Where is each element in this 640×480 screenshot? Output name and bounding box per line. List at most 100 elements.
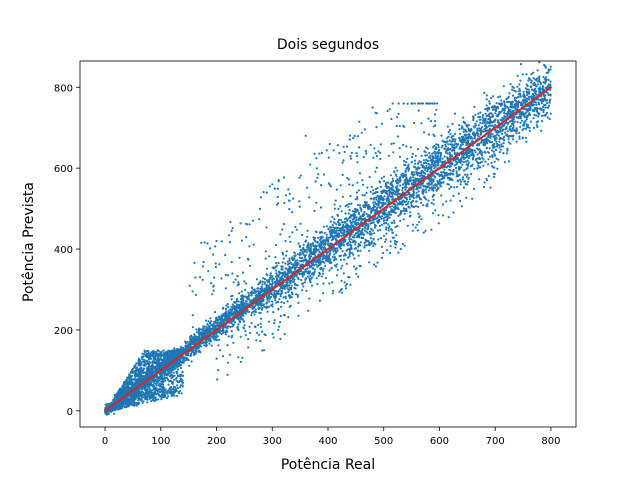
scatter-point: [302, 260, 305, 263]
scatter-point: [370, 211, 373, 214]
scatter-point: [237, 300, 240, 303]
scatter-point: [494, 123, 497, 127]
scatter-point: [516, 106, 519, 109]
scatter-point: [453, 152, 456, 156]
scatter-point: [328, 269, 331, 272]
scatter-point: [378, 180, 381, 183]
scatter-point: [282, 287, 285, 290]
scatter-point: [405, 161, 408, 164]
scatter-point: [493, 137, 496, 140]
scatter-point: [484, 151, 487, 154]
scatter-point: [512, 126, 515, 129]
scatter-point: [503, 122, 506, 125]
scatter-point: [396, 179, 399, 182]
scatter-point: [458, 159, 461, 162]
scatter-point: [461, 163, 464, 166]
scatter-point: [308, 271, 311, 274]
scatter-point: [435, 148, 438, 151]
scatter-point: [426, 147, 429, 150]
scatter-point: [479, 111, 482, 114]
scatter-point: [220, 332, 223, 336]
scatter-point: [468, 135, 471, 138]
scatter-point: [458, 173, 461, 176]
scatter-point: [286, 274, 289, 277]
scatter-point: [245, 295, 248, 299]
scatter-point: [373, 232, 376, 235]
scatter-point: [247, 291, 250, 294]
scatter-point: [401, 186, 404, 190]
scatter-point: [299, 251, 302, 255]
scatter-point: [378, 195, 381, 198]
scatter-point: [449, 133, 452, 136]
scatter-point: [295, 228, 298, 231]
scatter-point: [542, 94, 546, 97]
scatter-point: [484, 127, 487, 130]
scatter-point: [276, 279, 279, 283]
scatter-point: [198, 350, 201, 353]
scatter-point: [232, 323, 235, 326]
scatter-point: [546, 116, 550, 119]
scatter-point: [225, 329, 228, 332]
scatter-point: [474, 122, 477, 125]
scatter-point: [288, 259, 291, 262]
scatter-point: [528, 129, 531, 132]
scatter-point: [410, 161, 413, 164]
scatter-point: [188, 364, 191, 367]
scatter-point: [524, 107, 527, 110]
scatter-point: [458, 124, 461, 127]
scatter-point: [186, 341, 189, 344]
scatter-point: [379, 194, 383, 198]
scatter-point: [429, 179, 432, 182]
scatter-point: [310, 245, 313, 248]
scatter-point: [462, 176, 465, 179]
scatter-point: [500, 99, 503, 102]
scatter-point: [397, 202, 400, 205]
scatter-point: [524, 101, 527, 104]
scatter-point: [208, 326, 211, 329]
scatter-point: [487, 158, 490, 161]
scatter-point: [507, 141, 510, 144]
scatter-point: [395, 175, 398, 178]
scatter-point: [536, 125, 539, 129]
scatter-point: [387, 223, 390, 226]
scatter-point: [216, 335, 219, 338]
scatter-point: [512, 124, 515, 127]
scatter-point: [363, 194, 366, 197]
scatter-point: [482, 114, 485, 117]
scatter-point: [274, 299, 277, 302]
scatter-point: [298, 273, 301, 276]
scatter-point: [368, 175, 371, 179]
scatter-point: [462, 186, 466, 189]
scatter-point: [494, 112, 497, 115]
scatter-point: [353, 257, 356, 260]
scatter-point: [412, 176, 415, 179]
scatter-point: [451, 135, 454, 138]
scatter-point: [348, 229, 351, 232]
scatter-point: [344, 221, 347, 224]
scatter-point: [344, 212, 347, 215]
scatter-point: [510, 106, 514, 109]
scatter-point: [511, 85, 514, 88]
scatter-point: [449, 173, 452, 176]
scatter-point: [408, 195, 411, 198]
scatter-point: [209, 339, 212, 342]
scatter-point: [498, 151, 501, 154]
scatter-point: [496, 133, 499, 136]
scatter-point: [252, 307, 255, 310]
scatter-point: [253, 290, 256, 294]
scatter-point: [301, 271, 304, 274]
scatter-point: [356, 231, 359, 234]
scatter-point: [414, 162, 417, 165]
scatter-point: [516, 85, 519, 88]
scatter-point: [358, 213, 361, 216]
scatter-point: [261, 283, 264, 286]
scatter-point: [529, 120, 532, 123]
scatter-point: [455, 170, 458, 173]
scatter-point: [490, 112, 493, 115]
scatter-point: [470, 148, 474, 151]
scatter-point: [374, 243, 377, 246]
scatter-point: [539, 82, 542, 86]
scatter-point: [314, 230, 318, 233]
scatter-point: [426, 170, 429, 173]
scatter-point: [433, 163, 436, 167]
